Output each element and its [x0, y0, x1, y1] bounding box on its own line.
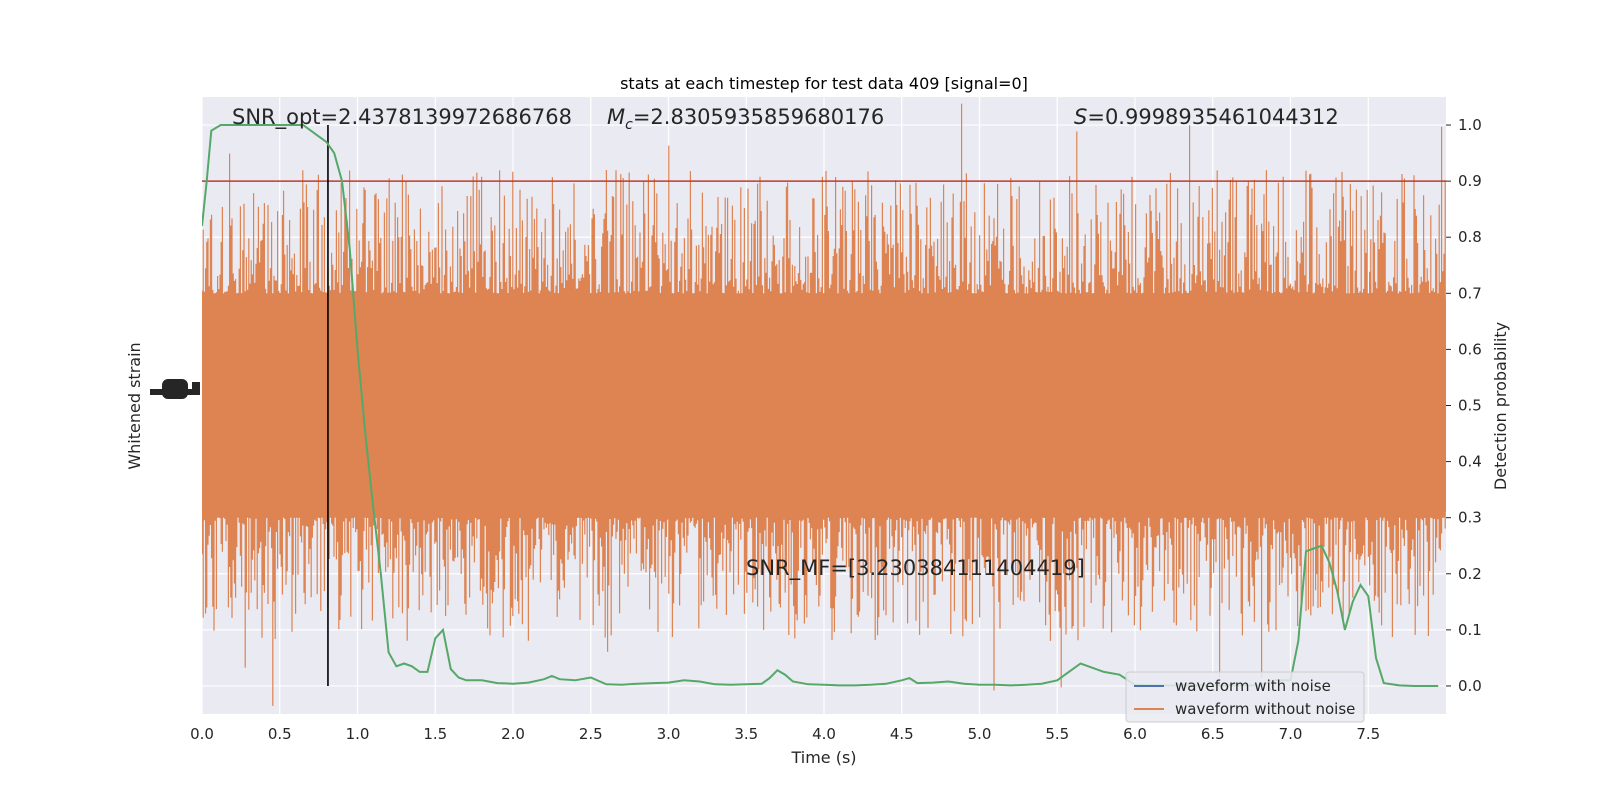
- chirp-mass-symbol: M: [607, 105, 625, 129]
- legend: waveform with noise waveform without noi…: [1125, 671, 1365, 723]
- y-tick-label: 1.0: [1458, 116, 1482, 134]
- chirp-mass-value: =2.8305935859680176: [633, 105, 884, 129]
- strain-spikes: [202, 103, 1446, 706]
- chirp-mass-annotation: Mc=2.8305935859680176: [607, 105, 884, 133]
- left-axis-overlapping-ticks: [150, 379, 200, 399]
- x-tick-label: 6.5: [1201, 725, 1225, 743]
- score-value: =0.9998935461044312: [1087, 105, 1338, 129]
- y-tick-label: 0.3: [1458, 509, 1482, 527]
- legend-label-with-noise: waveform with noise: [1175, 677, 1331, 695]
- x-tick-label: 4.5: [890, 725, 914, 743]
- x-tick-label: 1.5: [423, 725, 447, 743]
- y-tick-label: 0.8: [1458, 228, 1482, 246]
- y-tick-label: 0.9: [1458, 172, 1482, 190]
- score-symbol: S: [1074, 105, 1087, 129]
- chart-title: stats at each timestep for test data 409…: [620, 74, 1028, 93]
- y-tick-label: 0.0: [1458, 677, 1482, 695]
- left-y-axis-label: Whitened strain: [125, 342, 144, 469]
- y-tick-label: 0.7: [1458, 284, 1482, 302]
- x-axis-label: Time (s): [790, 748, 856, 767]
- x-axis-ticks: 0.0 0.5 1.0 1.5 2.0 2.5 3.0 3.5 4.0 4.5 5.0 5.5 6.0 6…: [190, 725, 1380, 743]
- snr-opt-annotation: SNR_opt=2.4378139972686768: [232, 105, 572, 130]
- x-tick-label: 7.0: [1279, 725, 1303, 743]
- x-tick-label: 7.5: [1356, 725, 1380, 743]
- y-tick-label: 0.6: [1458, 340, 1482, 358]
- x-tick-label: 3.5: [734, 725, 758, 743]
- waveform-without-noise-trace: [202, 103, 1446, 706]
- right-y-axis-ticks: 0.0 0.1 0.2 0.3 0.4 0.5 0.6 0.7 0.8 0.9 1.0: [1446, 116, 1482, 695]
- y-tick-label: 0.1: [1458, 621, 1482, 639]
- chirp-mass-subscript: c: [625, 117, 633, 133]
- x-tick-label: 5.5: [1045, 725, 1069, 743]
- y-tick-label: 0.2: [1458, 565, 1482, 583]
- x-tick-label: 2.0: [501, 725, 525, 743]
- legend-label-without-noise: waveform without noise: [1175, 700, 1355, 718]
- x-tick-label: 4.0: [812, 725, 836, 743]
- snr-mf-annotation: SNR_MF=[3.230384111404419]: [746, 556, 1085, 581]
- x-tick-label: 0.0: [190, 725, 214, 743]
- x-tick-label: 2.5: [579, 725, 603, 743]
- y-tick-label: 0.4: [1458, 453, 1482, 471]
- score-annotation: S=0.9998935461044312: [1074, 105, 1339, 129]
- right-y-axis-label: Detection probability: [1491, 322, 1510, 490]
- x-tick-label: 5.0: [968, 725, 992, 743]
- x-tick-label: 1.0: [346, 725, 370, 743]
- x-tick-label: 6.0: [1123, 725, 1147, 743]
- x-tick-label: 0.5: [268, 725, 292, 743]
- y-tick-label: 0.5: [1458, 397, 1482, 415]
- x-tick-label: 3.0: [657, 725, 681, 743]
